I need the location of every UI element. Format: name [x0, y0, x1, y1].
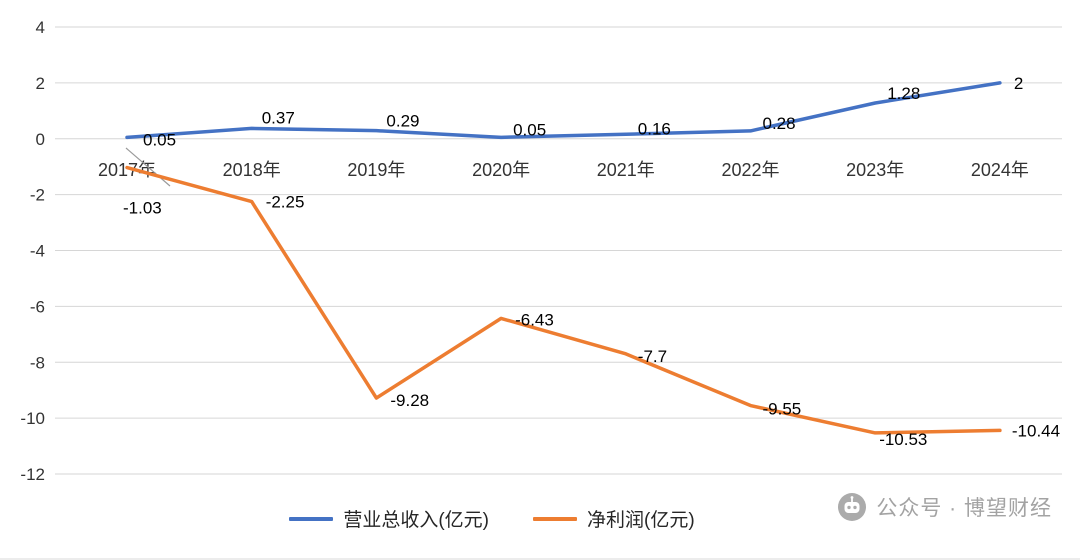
- y-axis-tick-label: 0: [36, 130, 45, 149]
- data-label: 0.28: [763, 114, 796, 133]
- net-profit-legend-label: 净利润(亿元): [587, 510, 695, 531]
- data-label: -9.55: [763, 400, 802, 419]
- data-label: 0.16: [638, 119, 671, 138]
- revenue-line: [125, 81, 1002, 140]
- y-axis-tick-label: 4: [36, 18, 45, 37]
- x-axis-tick-label: 2017年: [98, 160, 156, 180]
- y-axis-tick-label: -6: [30, 297, 45, 316]
- x-axis-tick-label: 2021年: [597, 160, 655, 180]
- data-label: -2.25: [266, 193, 305, 212]
- x-axis-tick-label: 2024年: [971, 160, 1029, 180]
- x-axis-tick-label: 2023年: [846, 160, 904, 180]
- y-axis-tick-label: -8: [30, 353, 45, 372]
- chart-legend: 营业总收入(亿元) 净利润(亿元): [0, 505, 1032, 532]
- data-label: -1.03: [123, 199, 162, 218]
- data-label: 2: [1014, 74, 1023, 93]
- data-label: -10.53: [879, 430, 927, 449]
- net-profit-legend-swatch: [533, 516, 577, 521]
- data-label: 0.29: [386, 112, 419, 131]
- y-axis-tick-label: -4: [30, 242, 45, 261]
- data-label: 0.05: [513, 120, 546, 139]
- y-axis-tick-label: -12: [20, 465, 45, 484]
- data-label: -7.7: [638, 347, 667, 366]
- y-axis-tick-label: -10: [20, 409, 45, 428]
- data-label: -6.43: [515, 310, 554, 329]
- y-axis-tick-label: -2: [30, 186, 45, 205]
- x-axis-tick-label: 2018年: [223, 160, 281, 180]
- label-leader-line: [125, 147, 171, 187]
- revenue-legend-swatch: [289, 516, 334, 521]
- data-label: -10.44: [1012, 421, 1060, 440]
- legend-item-revenue: 营业总收入(亿元): [289, 505, 489, 532]
- y-axis-tick-label: 2: [36, 74, 45, 93]
- x-axis-tick-label: 2020年: [472, 160, 530, 180]
- revenue-legend-label: 营业总收入(亿元): [343, 510, 489, 531]
- data-label: 0.37: [262, 108, 295, 127]
- legend-item-net-profit: 净利润(亿元): [533, 505, 695, 532]
- data-label: -9.28: [390, 391, 429, 410]
- x-axis-tick-label: 2019年: [347, 160, 405, 180]
- watermark: 公众号 · 博望财经: [837, 492, 1052, 522]
- x-axis-tick-label: 2022年: [721, 160, 779, 180]
- net-profit-line: [125, 165, 1002, 435]
- wechat-official-account-icon: [837, 492, 867, 522]
- data-label: 0.05: [143, 130, 176, 149]
- data-label: 1.28: [887, 84, 920, 103]
- watermark-text: 公众号 · 博望财经: [876, 497, 1052, 520]
